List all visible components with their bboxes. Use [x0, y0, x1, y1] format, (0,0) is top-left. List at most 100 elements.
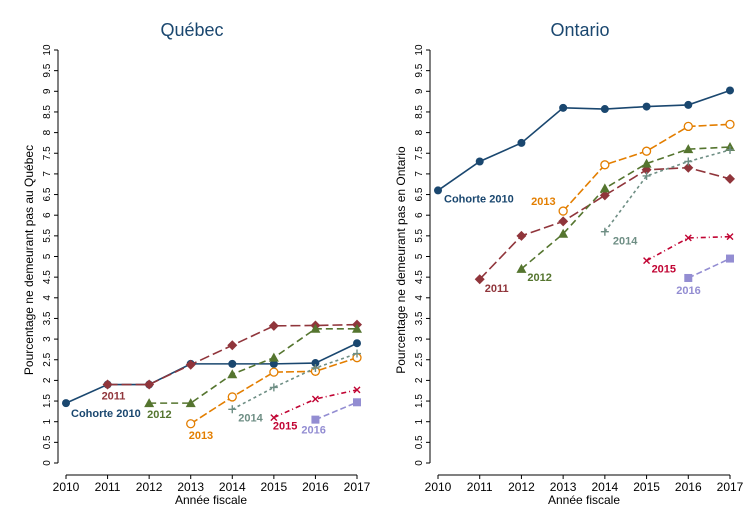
point: [311, 415, 320, 424]
point: [268, 352, 279, 362]
x-tick-label: 2012: [136, 480, 163, 494]
x-axis-label: Année fiscale: [175, 493, 247, 507]
point: [186, 419, 196, 429]
point: [683, 144, 694, 154]
point: [726, 254, 734, 263]
series-label: 2013: [531, 196, 555, 208]
point: [517, 138, 526, 147]
point: [558, 216, 569, 227]
y-tick-label: 2.5: [42, 352, 53, 366]
series-label: 2011: [102, 391, 126, 403]
x-tick-label: 2016: [302, 480, 329, 494]
point: [516, 230, 527, 241]
y-axis-label: Pourcentage ne demeurant pas en Ontario: [394, 146, 408, 374]
series: 2012: [144, 323, 362, 421]
series-label: 2011: [485, 283, 509, 295]
series-label: Cohorte 2010: [444, 193, 514, 205]
x-tick-label: 2013: [177, 480, 204, 494]
series: Cohorte 2010: [434, 86, 734, 205]
series-label: 2014: [613, 236, 638, 248]
chart-title: Québec: [160, 20, 223, 40]
series-label: 2016: [301, 425, 325, 437]
x-tick-label: 2012: [508, 480, 535, 494]
x-tick-label: 2014: [219, 480, 246, 494]
point: [684, 273, 693, 282]
point: [599, 183, 610, 193]
y-tick-label: 3: [42, 336, 53, 342]
series-line: [315, 401, 358, 421]
point: [684, 100, 693, 109]
point: [269, 359, 278, 368]
series-label: 2015: [652, 264, 676, 276]
point: [684, 234, 692, 242]
point: [725, 119, 735, 129]
point: [353, 349, 361, 358]
y-tick-label: 0: [414, 460, 425, 466]
y-tick-label: 5.5: [414, 228, 425, 242]
x-tick-label: 2013: [550, 480, 577, 494]
point: [353, 398, 361, 407]
point: [227, 369, 238, 379]
y-tick-label: 7: [42, 171, 53, 177]
y-tick-label: 6.5: [42, 187, 53, 201]
point: [600, 160, 610, 170]
point: [559, 103, 568, 112]
y-tick-label: 9.5: [42, 63, 53, 77]
series: 2014: [600, 145, 734, 248]
point: [144, 379, 155, 390]
point: [269, 367, 279, 377]
y-tick-label: 9.5: [414, 63, 425, 77]
point: [726, 233, 734, 241]
y-tick-label: 3.5: [414, 311, 425, 325]
series-label: 2016: [676, 285, 700, 297]
x-tick-label: 2015: [261, 480, 288, 494]
point: [269, 383, 278, 392]
y-tick-label: 1.5: [414, 394, 425, 408]
y-tick-label: 1: [414, 418, 425, 424]
y-tick-label: 7.5: [42, 146, 53, 160]
y-tick-label: 3: [414, 336, 425, 342]
y-tick-label: 4.5: [414, 270, 425, 284]
series: 2011: [102, 319, 362, 403]
point: [228, 359, 237, 368]
point: [270, 414, 278, 422]
point: [642, 171, 651, 180]
y-tick-label: 2: [414, 377, 425, 383]
y-tick-label: 4: [42, 295, 53, 301]
series-line: [646, 235, 731, 262]
point: [185, 398, 196, 408]
series: 2014: [228, 349, 361, 424]
chart-title: Ontario: [550, 20, 609, 40]
y-tick-label: 10: [42, 44, 53, 56]
point: [311, 364, 320, 373]
y-tick-label: 6.5: [414, 187, 425, 201]
point: [475, 157, 484, 166]
series-label: Cohorte 2010: [71, 408, 141, 420]
y-tick-label: 0.5: [414, 435, 425, 449]
point: [641, 146, 652, 156]
point: [227, 340, 238, 351]
point: [352, 323, 362, 333]
point: [600, 227, 609, 236]
point: [642, 102, 651, 111]
point: [599, 190, 610, 201]
series: 2013: [186, 353, 362, 442]
y-tick-label: 7.5: [414, 146, 425, 160]
series-line: [604, 149, 731, 233]
point: [144, 398, 155, 408]
y-tick-label: 10: [414, 44, 425, 56]
x-tick-label: 2016: [675, 480, 702, 494]
y-tick-label: 4.5: [42, 270, 53, 284]
point: [311, 359, 320, 368]
series-label: 2012: [527, 272, 551, 284]
point: [311, 395, 319, 403]
series: 2015: [643, 233, 734, 276]
series-line: [190, 356, 358, 425]
series: Cohorte 2010: [62, 339, 361, 420]
point: [474, 274, 485, 285]
y-axis-label: Pourcentage ne demeurant pas au Québec: [22, 145, 36, 375]
series-line: [273, 389, 358, 419]
y-tick-label: 8.5: [42, 105, 53, 119]
point: [353, 339, 361, 348]
